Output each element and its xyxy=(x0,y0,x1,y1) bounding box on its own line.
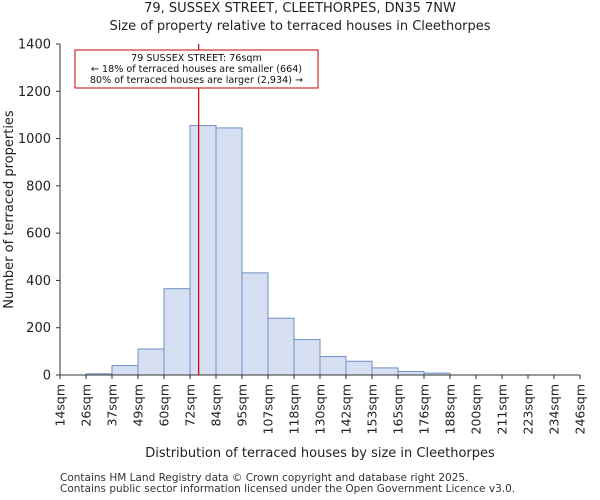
x-tick-label: 234sqm xyxy=(547,384,562,434)
x-tick-label: 84sqm xyxy=(209,384,224,427)
annotation-line-1: 79 SUSSEX STREET: 76sqm xyxy=(131,53,262,64)
x-tick-label: 223sqm xyxy=(521,384,536,434)
y-tick-label: 800 xyxy=(26,179,51,194)
histogram-bar xyxy=(189,125,217,376)
histogram-bar xyxy=(111,365,139,376)
x-tick-label: 165sqm xyxy=(391,384,406,434)
x-tick-label: 72sqm xyxy=(183,384,198,427)
y-axis-label: Number of terraced properties xyxy=(2,110,17,309)
x-tick-label: 153sqm xyxy=(365,384,380,434)
annotation-line-2: ← 18% of terraced houses are smaller (66… xyxy=(91,64,302,75)
histogram-bar xyxy=(371,367,399,376)
histogram-bar xyxy=(241,272,269,376)
x-tick-label: 211sqm xyxy=(495,384,510,434)
x-tick-label: 142sqm xyxy=(339,384,354,434)
histogram-bar xyxy=(397,370,425,376)
x-tick-label: 176sqm xyxy=(417,384,432,434)
x-tick-label: 118sqm xyxy=(287,384,302,434)
histogram-bar xyxy=(319,356,347,376)
chart-title-address: 79, SUSSEX STREET, CLEETHORPES, DN35 7NW xyxy=(144,1,456,16)
annotation-box: 79 SUSSEX STREET: 76sqm ← 18% of terrace… xyxy=(74,49,319,89)
y-tick-label: 200 xyxy=(26,321,51,336)
x-axis-label: Distribution of terraced houses by size … xyxy=(145,446,495,461)
x-tick-label: 37sqm xyxy=(105,384,120,427)
annotation-line-3: 80% of terraced houses are larger (2,934… xyxy=(90,75,303,86)
chart-title: Size of property relative to terraced ho… xyxy=(109,19,491,34)
x-tick-label: 95sqm xyxy=(235,384,250,427)
y-tick-label: 1400 xyxy=(18,38,51,53)
x-tick-label: 60sqm xyxy=(157,384,172,427)
y-tick-label: 1000 xyxy=(18,132,51,147)
x-tick-label: 14sqm xyxy=(53,384,68,427)
bars-group xyxy=(85,125,451,376)
x-tick-label: 130sqm xyxy=(313,384,328,434)
histogram-bar xyxy=(215,127,243,376)
histogram-bar xyxy=(293,339,321,376)
axes-group: 0 200 400 600 800 1000 1200 1400 14sqm 26sqm 37sqm… xyxy=(18,38,588,435)
histogram-bar xyxy=(345,360,373,376)
histogram-bar xyxy=(163,288,191,376)
x-tick-label: 188sqm xyxy=(443,384,458,434)
x-tick-label: 49sqm xyxy=(131,384,146,427)
x-tick-label: 200sqm xyxy=(469,384,484,434)
annotation-border xyxy=(74,49,319,89)
histogram-bar xyxy=(137,348,165,376)
histogram-bar xyxy=(267,317,295,376)
y-tick-label: 600 xyxy=(26,227,51,242)
histogram-chart: 0 200 400 600 800 1000 1200 1400 14sqm 26sqm 37sqm… xyxy=(2,38,588,462)
x-tick-label: 246sqm xyxy=(573,384,588,434)
x-tick-label: 26sqm xyxy=(79,384,94,427)
footer-licence: Contains public sector information licen… xyxy=(60,483,516,495)
y-tick-label: 0 xyxy=(43,369,51,384)
x-tick-label: 107sqm xyxy=(261,384,276,434)
y-tick-label: 400 xyxy=(26,274,51,289)
y-tick-label: 1200 xyxy=(18,85,51,100)
footer-copyright: Contains HM Land Registry data © Crown c… xyxy=(60,472,469,484)
